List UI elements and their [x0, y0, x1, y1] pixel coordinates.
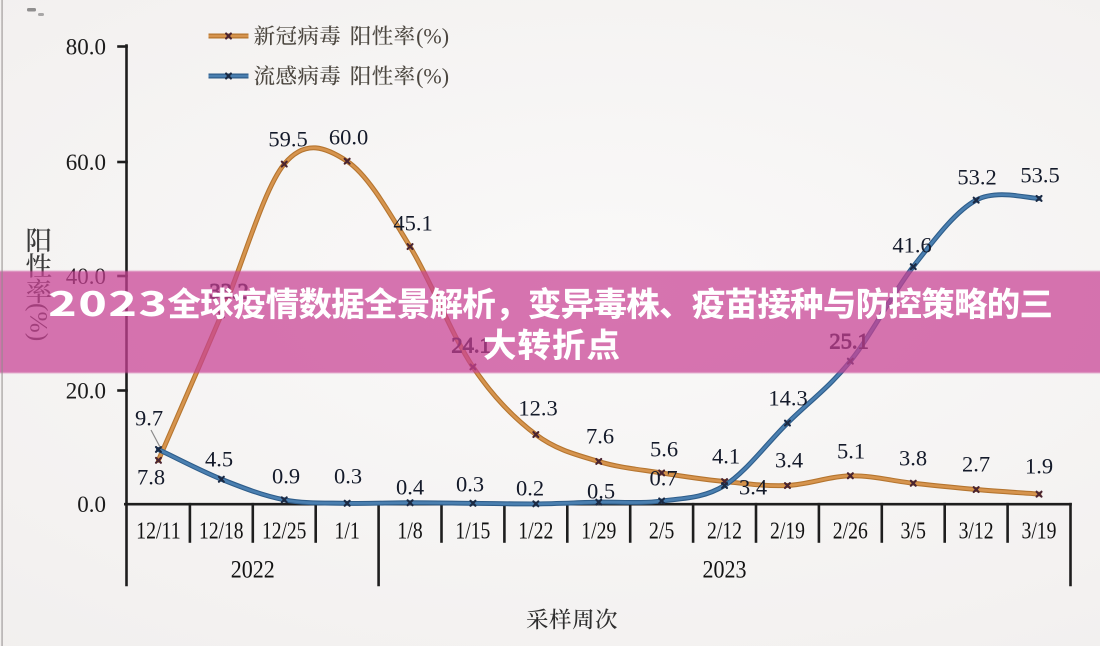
svg-text:0.3: 0.3: [334, 464, 362, 489]
svg-text:3.8: 3.8: [899, 446, 927, 471]
svg-text:3/19: 3/19: [1022, 518, 1057, 545]
svg-text:0.3: 0.3: [456, 472, 484, 497]
svg-text:60.0: 60.0: [66, 150, 106, 175]
svg-text:7.8: 7.8: [137, 465, 165, 490]
svg-text:2.7: 2.7: [962, 452, 990, 477]
svg-text:4.5: 4.5: [205, 447, 233, 472]
svg-text:45.1: 45.1: [393, 211, 432, 236]
svg-text:1/1: 1/1: [334, 518, 360, 545]
svg-text:60.0: 60.0: [329, 125, 368, 150]
svg-text:7.6: 7.6: [586, 424, 614, 449]
svg-text:5.1: 5.1: [837, 439, 865, 464]
svg-text:12/18: 12/18: [199, 518, 244, 545]
svg-text:2/26: 2/26: [833, 518, 868, 545]
svg-text:2022: 2022: [231, 555, 275, 584]
svg-text:2/19: 2/19: [770, 518, 805, 545]
svg-text:1/29: 1/29: [581, 518, 616, 545]
svg-text:1/8: 1/8: [397, 518, 423, 545]
svg-text:0.4: 0.4: [396, 475, 424, 500]
svg-text:0.5: 0.5: [587, 479, 615, 504]
svg-text:0.0: 0.0: [77, 492, 106, 517]
svg-text:(%): (%): [416, 64, 449, 89]
svg-text:59.5: 59.5: [268, 127, 307, 152]
svg-text:3.4: 3.4: [739, 475, 767, 500]
svg-text:1/15: 1/15: [455, 518, 490, 545]
svg-text:3/5: 3/5: [900, 518, 926, 545]
svg-text:14.3: 14.3: [768, 386, 807, 411]
svg-text:3.4: 3.4: [775, 448, 803, 473]
svg-text:53.5: 53.5: [1020, 163, 1059, 188]
svg-text:(%): (%): [416, 24, 449, 49]
svg-text:2/5: 2/5: [649, 518, 675, 545]
svg-text:0.7: 0.7: [649, 466, 677, 491]
svg-text:0.2: 0.2: [516, 476, 544, 501]
svg-text:53.2: 53.2: [957, 165, 996, 190]
svg-text:9.7: 9.7: [135, 406, 163, 431]
svg-text:4.1: 4.1: [712, 444, 740, 469]
svg-text:41.6: 41.6: [892, 233, 931, 258]
svg-text:0.9: 0.9: [272, 464, 300, 489]
svg-text:2023: 2023: [703, 555, 747, 584]
svg-text:2/12: 2/12: [707, 518, 742, 545]
svg-text:1.9: 1.9: [1025, 454, 1053, 479]
svg-text:80.0: 80.0: [66, 34, 106, 59]
svg-text:12/25: 12/25: [262, 518, 307, 545]
svg-text:5.6: 5.6: [650, 437, 678, 462]
svg-text:12.3: 12.3: [518, 396, 557, 421]
svg-text:3/12: 3/12: [959, 518, 994, 545]
svg-text:12/11: 12/11: [136, 518, 181, 545]
svg-text:1/22: 1/22: [518, 518, 553, 545]
svg-text:20.0: 20.0: [66, 378, 106, 403]
